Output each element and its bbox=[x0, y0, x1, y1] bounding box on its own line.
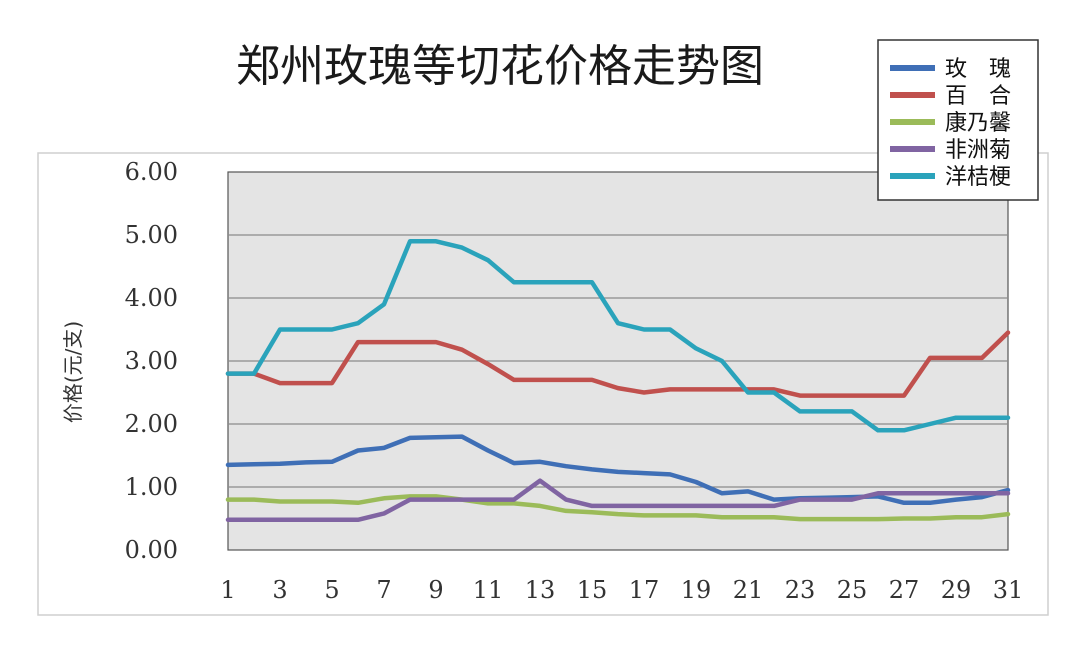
x-tick-label: 5 bbox=[324, 576, 339, 604]
x-tick-label: 19 bbox=[681, 576, 712, 604]
legend-label: 康乃馨 bbox=[945, 111, 1011, 136]
y-tick-label: 5.00 bbox=[125, 221, 178, 249]
series-line-4 bbox=[225, 239, 1011, 433]
x-tick-label: 25 bbox=[837, 576, 868, 604]
x-tick-label: 9 bbox=[428, 576, 443, 604]
y-tick-label: 2.00 bbox=[125, 410, 178, 438]
x-tick-label: 13 bbox=[525, 576, 556, 604]
x-tick-label: 15 bbox=[577, 576, 608, 604]
legend-label: 百 合 bbox=[945, 84, 1011, 109]
x-tick-label: 21 bbox=[733, 576, 764, 604]
series-line-2 bbox=[225, 494, 1011, 522]
x-axis-ticks: 1 3 5 7 9 11 13 15 17 19 21 23 25 27 29 31 bbox=[220, 576, 1023, 604]
x-tick-label: 7 bbox=[376, 576, 391, 604]
legend-label: 非洲菊 bbox=[945, 138, 1011, 163]
y-tick-label: 3.00 bbox=[125, 347, 178, 375]
x-tick-label: 17 bbox=[629, 576, 660, 604]
y-tick-label: 6.00 bbox=[125, 158, 178, 186]
x-tick-label: 3 bbox=[272, 576, 287, 604]
x-tick-label: 31 bbox=[993, 576, 1024, 604]
x-tick-label: 1 bbox=[220, 576, 235, 604]
chart-title: 郑州玫瑰等切花价格走势图 bbox=[236, 41, 764, 92]
y-tick-label: 0.00 bbox=[125, 536, 178, 564]
legend-label: 玫 瑰 bbox=[945, 57, 1011, 82]
gridlines bbox=[228, 234, 1008, 488]
x-tick-label: 11 bbox=[473, 576, 504, 604]
y-tick-label: 4.00 bbox=[125, 284, 178, 312]
series-line-1 bbox=[225, 330, 1011, 398]
y-axis-ticks: 0.00 1.00 2.00 3.00 4.00 5.00 6.00 bbox=[125, 158, 178, 564]
series-lines bbox=[225, 239, 1011, 523]
x-tick-label: 29 bbox=[941, 576, 972, 604]
series-line-0 bbox=[225, 434, 1011, 506]
y-axis-label: 价格(元/支) bbox=[61, 321, 85, 423]
legend-label: 洋桔梗 bbox=[945, 165, 1011, 190]
series-line-3 bbox=[225, 478, 1011, 523]
x-tick-label: 23 bbox=[785, 576, 816, 604]
x-tick-label: 27 bbox=[889, 576, 920, 604]
y-tick-label: 1.00 bbox=[125, 473, 178, 501]
